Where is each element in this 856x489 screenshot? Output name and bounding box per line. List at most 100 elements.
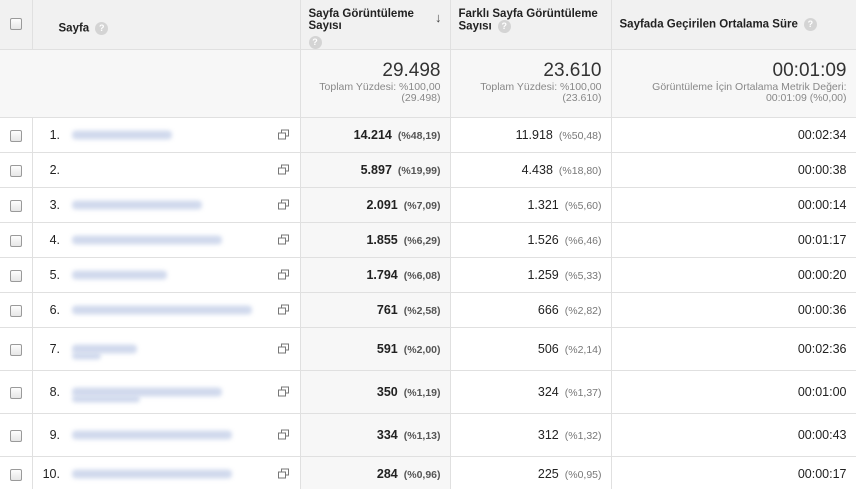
pageviews-cell: 1.794 (%6,08): [300, 257, 451, 293]
row-checkbox[interactable]: [9, 429, 22, 442]
avg-time-cell: 00:00:43: [611, 413, 856, 457]
avg-time-value: 00:00:43: [797, 428, 847, 442]
table-row[interactable]: 3. 2.091 (%7,09) 1.321 (%5,60) 00:00:14: [0, 187, 856, 223]
pageviews-percent: (%2,58): [403, 305, 441, 317]
unique-pageviews-percent: (%1,32): [564, 430, 602, 442]
unique-pageviews-percent: (%6,46): [564, 235, 602, 247]
open-in-new-window-icon[interactable]: [277, 269, 290, 281]
open-in-new-window-icon[interactable]: [277, 164, 290, 176]
row-checkbox[interactable]: [9, 129, 22, 142]
page-link[interactable]: [72, 430, 232, 440]
open-in-new-window-icon[interactable]: [277, 199, 290, 211]
unique-pageviews-cell: 1.526 (%6,46): [450, 222, 612, 258]
unique-pageviews-value: 312: [537, 428, 559, 442]
pageviews-value: 334: [376, 428, 398, 442]
page-link[interactable]: [72, 387, 222, 397]
avg-time-value: 00:01:00: [797, 385, 847, 399]
avg-time-cell: 00:00:36: [611, 292, 856, 328]
page-link[interactable]: [72, 270, 167, 280]
pageviews-percent: (%2,00): [403, 344, 441, 356]
avg-time-value: 00:02:36: [797, 342, 847, 356]
help-icon[interactable]: ?: [497, 20, 511, 33]
open-in-new-window-icon[interactable]: [277, 429, 290, 441]
pageviews-value: 350: [376, 385, 398, 399]
column-header-pageviews[interactable]: ↓ Sayfa Görüntüleme Sayısı ?: [300, 0, 451, 50]
avg-time-value: 00:00:17: [797, 467, 847, 481]
open-in-new-window-icon[interactable]: [277, 343, 290, 355]
row-checkbox[interactable]: [9, 386, 22, 399]
page-cell: [66, 292, 301, 328]
column-header-avg-time[interactable]: Sayfada Geçirilen Ortalama Süre?: [611, 0, 856, 50]
table-row[interactable]: 10. 284 (%0,96) 225 (%0,95) 00:00:17: [0, 456, 856, 489]
table-row[interactable]: 6. 761 (%2,58) 666 (%2,82) 00:00:36: [0, 292, 856, 328]
row-number: 1.: [32, 117, 66, 153]
row-checkbox[interactable]: [9, 234, 22, 247]
help-icon[interactable]: ?: [803, 18, 817, 31]
avg-time-value: 00:00:14: [797, 198, 847, 212]
page-link[interactable]: [72, 305, 252, 315]
page-cell: [66, 327, 301, 371]
avg-time-value: 00:00:36: [797, 303, 847, 317]
table-row[interactable]: 9. 334 (%1,13) 312 (%1,32) 00:00:43: [0, 413, 856, 457]
unique-pageviews-value: 1.321: [527, 198, 559, 212]
table-row[interactable]: 8. 350 (%1,19) 324 (%1,37) 00:01:00: [0, 370, 856, 414]
pageviews-percent: (%0,96): [403, 469, 441, 481]
unique-pageviews-value: 666: [537, 303, 559, 317]
page-link[interactable]: [72, 130, 172, 140]
unique-pageviews-cell: 324 (%1,37): [450, 370, 612, 414]
page-cell: [66, 222, 301, 258]
row-checkbox[interactable]: [9, 343, 22, 356]
row-checkbox[interactable]: [9, 304, 22, 317]
column-header-page[interactable]: Sayfa?: [32, 0, 301, 50]
row-checkbox[interactable]: [9, 269, 22, 282]
table-row[interactable]: 7. 591 (%2,00) 506 (%2,14) 00:02:36: [0, 327, 856, 371]
open-in-new-window-icon[interactable]: [277, 234, 290, 246]
unique-pageviews-cell: 1.259 (%5,33): [450, 257, 612, 293]
avg-time-value: 00:01:17: [797, 233, 847, 247]
page-cell: [66, 456, 301, 489]
page-link-line[interactable]: [72, 352, 101, 360]
column-header-pageviews-label: Sayfa Görüntüleme Sayısı: [308, 8, 414, 32]
unique-pageviews-percent: (%2,14): [564, 344, 602, 356]
totals-unique-pageviews: 23.610 Toplam Yüzdesi: %100,00 (23.610): [450, 49, 612, 118]
unique-pageviews-cell: 666 (%2,82): [450, 292, 612, 328]
avg-time-value: 00:00:38: [797, 163, 847, 177]
unique-pageviews-value: 11.918: [515, 128, 553, 142]
unique-pageviews-value: 4.438: [521, 163, 553, 177]
page-cell: [66, 152, 301, 188]
column-header-unique-pageviews[interactable]: Farklı Sayfa Görüntüleme Sayısı?: [450, 0, 612, 50]
page-link[interactable]: [72, 469, 232, 479]
unique-pageviews-cell: 225 (%0,95): [450, 456, 612, 489]
unique-pageviews-percent: (%2,82): [564, 305, 602, 317]
help-icon[interactable]: ?: [308, 36, 322, 49]
open-in-new-window-icon[interactable]: [277, 129, 290, 141]
row-checkbox-cell: [0, 117, 33, 153]
pageviews-cell: 14.214 (%48,19): [300, 117, 451, 153]
unique-pageviews-percent: (%5,33): [564, 270, 602, 282]
unique-pageviews-percent: (%18,80): [558, 165, 602, 177]
table-row[interactable]: 1. 14.214 (%48,19) 11.918 (%50,48) 00:02:34: [0, 117, 856, 153]
row-checkbox[interactable]: [9, 164, 22, 177]
open-in-new-window-icon[interactable]: [277, 304, 290, 316]
open-in-new-window-icon[interactable]: [277, 468, 290, 480]
page-link-line[interactable]: [72, 395, 140, 403]
page-link[interactable]: [72, 344, 137, 354]
page-link[interactable]: [72, 200, 202, 210]
table-row[interactable]: 2. 5.897 (%19,99) 4.438 (%18,80) 00:00:38: [0, 152, 856, 188]
column-header-unique-pageviews-label: Farklı Sayfa Görüntüleme Sayısı: [458, 8, 598, 33]
select-all-checkbox[interactable]: [9, 18, 22, 31]
help-icon[interactable]: ?: [95, 22, 109, 35]
open-in-new-window-icon[interactable]: [277, 386, 290, 398]
sort-descending-icon[interactable]: ↓: [435, 10, 442, 25]
page-link[interactable]: [72, 235, 222, 245]
totals-unique-pageviews-sub: (23.610): [562, 92, 602, 104]
row-checkbox-cell: [0, 292, 33, 328]
totals-empty-cell: [0, 49, 301, 118]
table-row[interactable]: 5. 1.794 (%6,08) 1.259 (%5,33) 00:00:20: [0, 257, 856, 293]
unique-pageviews-value: 506: [537, 342, 559, 356]
pageviews-value: 5.897: [360, 163, 392, 177]
row-checkbox[interactable]: [9, 199, 22, 212]
row-checkbox[interactable]: [9, 468, 22, 481]
table-row[interactable]: 4. 1.855 (%6,29) 1.526 (%6,46) 00:01:17: [0, 222, 856, 258]
pageviews-value: 1.794: [366, 268, 398, 282]
